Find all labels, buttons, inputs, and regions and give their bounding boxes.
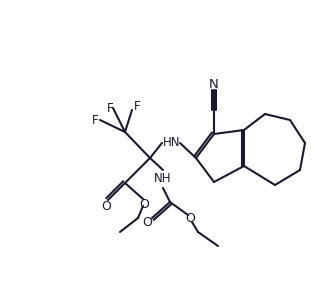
Text: O: O [101, 200, 111, 213]
Text: F: F [134, 99, 140, 113]
Text: NH: NH [154, 173, 172, 185]
Text: F: F [92, 113, 98, 126]
Text: O: O [139, 198, 149, 211]
Text: O: O [142, 217, 152, 230]
Text: HN: HN [163, 137, 181, 149]
Text: O: O [185, 213, 195, 226]
Text: F: F [107, 101, 113, 115]
Text: N: N [209, 77, 219, 90]
